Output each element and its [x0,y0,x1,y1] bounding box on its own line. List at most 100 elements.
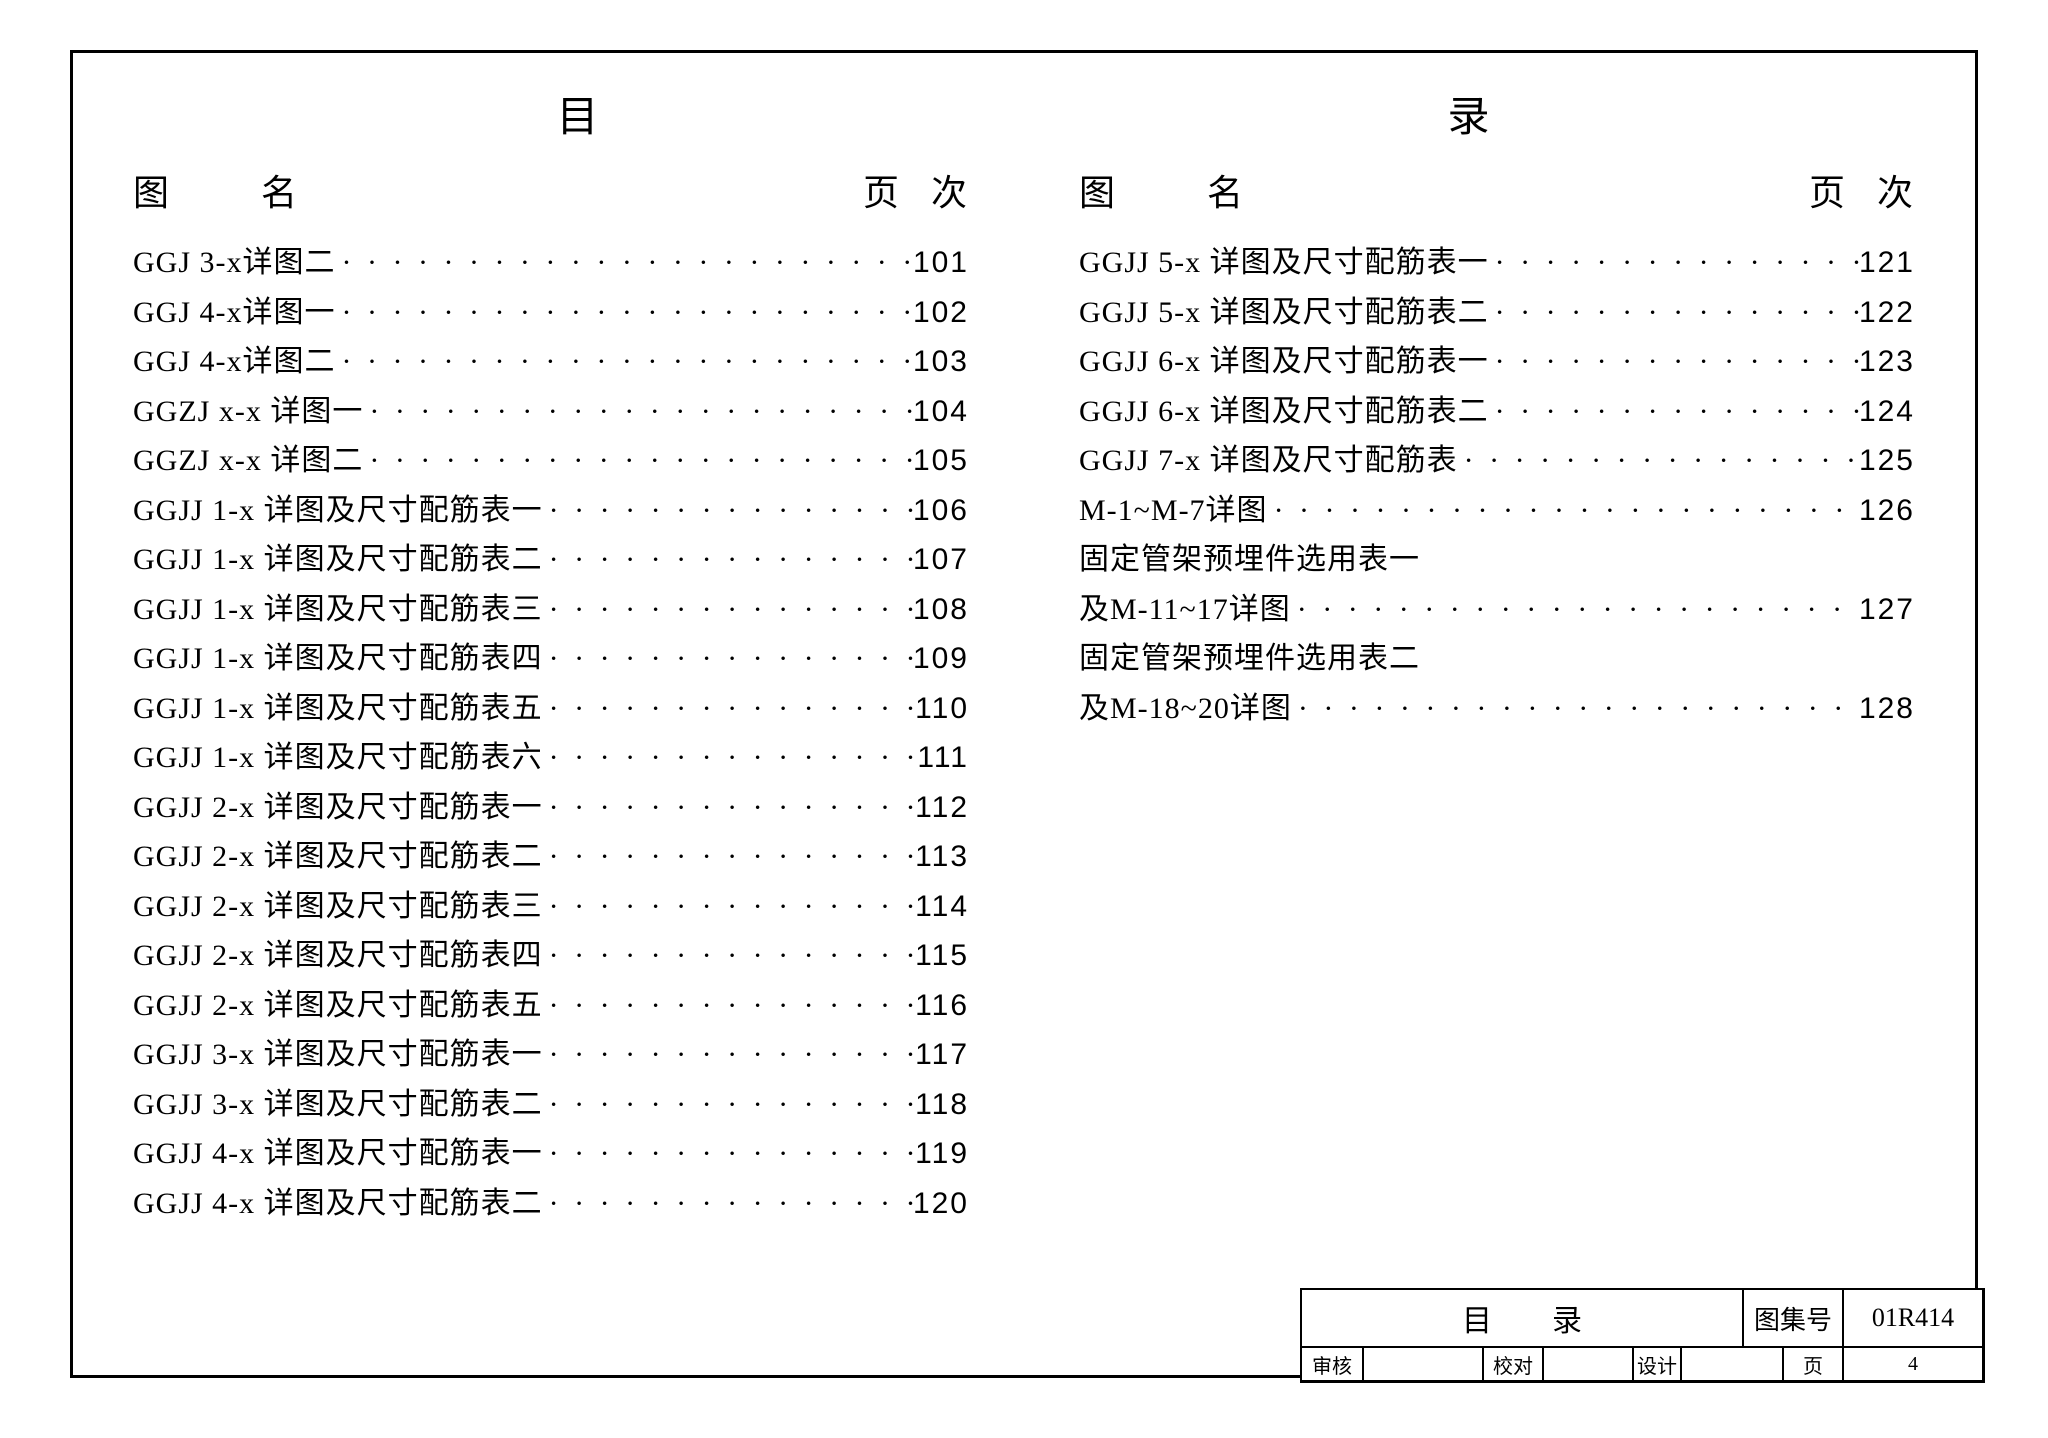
titleblock-code-label: 图集号 [1742,1290,1842,1346]
column-header: 图 名 页 次 [1079,164,1915,216]
toc-entry-label: 固定管架预埋件选用表二 [1079,634,1420,684]
toc-entry-label: GGJJ 2-x 详图及尺寸配筋表五 [133,981,543,1031]
toc-leader-dots: · · · · · · · · · · · · · · · · · · · · … [543,1129,916,1179]
toc-leader-dots: · · · · · · · · · · · · · · · · · · · · … [543,486,913,536]
toc-entry-label: GGJ 3-x详图二 [133,238,336,288]
toc-entry: 及M-18~20详图· · · · · · · · · · · · · · · … [1079,684,1915,734]
toc-entry-label: GGJJ 1-x 详图及尺寸配筋表一 [133,486,543,536]
toc-entry-label: GGJJ 1-x 详图及尺寸配筋表五 [133,684,543,734]
toc-leader-dots: · · · · · · · · · · · · · · · · · · · · … [543,1179,913,1229]
toc-entry-label: GGZJ x-x 详图二 [133,436,363,486]
titleblock-code: 01R414 [1842,1290,1982,1346]
toc-entry-label: GGJJ 3-x 详图及尺寸配筋表二 [133,1080,543,1130]
toc-entry-label: GGJJ 4-x 详图及尺寸配筋表一 [133,1129,543,1179]
toc-entry-page: 105 [913,436,969,486]
toc-entry-page: 111 [917,733,969,783]
toc-entry: GGJJ 3-x 详图及尺寸配筋表一· · · · · · · · · · · … [133,1030,969,1080]
toc-entry: GGJJ 7-x 详图及尺寸配筋表· · · · · · · · · · · ·… [1079,436,1915,486]
toc-entry-page: 125 [1859,436,1915,486]
toc-entry-page: 114 [915,882,969,932]
toc-leader-dots: · · · · · · · · · · · · · · · · · · · · … [543,585,913,635]
document-title: 目 录 [133,83,1915,144]
toc-entry-label: 固定管架预埋件选用表一 [1079,535,1420,585]
toc-entry-page: 117 [915,1030,969,1080]
toc-entry-page: 108 [913,585,969,635]
toc-entry-page: 127 [1859,585,1915,635]
toc-entry: GGJ 4-x详图二· · · · · · · · · · · · · · · … [133,337,969,387]
toc-leader-dots: · · · · · · · · · · · · · · · · · · · · … [543,1080,916,1130]
toc-entry: GGZJ x-x 详图二· · · · · · · · · · · · · · … [133,436,969,486]
toc-entry: M-1~M-7详图· · · · · · · · · · · · · · · ·… [1079,486,1915,536]
toc-entry: GGJJ 6-x 详图及尺寸配筋表二· · · · · · · · · · · … [1079,387,1915,437]
column-header: 图 名 页 次 [133,164,969,216]
toc-entry: GGJJ 1-x 详图及尺寸配筋表二· · · · · · · · · · · … [133,535,969,585]
toc-entry-label: GGJ 4-x详图二 [133,337,336,387]
toc-entry-label: GGJJ 6-x 详图及尺寸配筋表一 [1079,337,1489,387]
toc-entry-page: 116 [915,981,969,1031]
titleblock-review-label: 审核 [1302,1348,1362,1380]
titleblock-title: 目录 [1302,1290,1742,1346]
toc-entry-label: GGJJ 6-x 详图及尺寸配筋表二 [1079,387,1489,437]
toc-column-left: 图 名 页 次 GGJ 3-x详图二· · · · · · · · · · · … [133,164,969,1228]
toc-list-left: GGJ 3-x详图二· · · · · · · · · · · · · · · … [133,238,969,1228]
toc-entry: GGJJ 4-x 详图及尺寸配筋表一· · · · · · · · · · · … [133,1129,969,1179]
toc-leader-dots: · · · · · · · · · · · · · · · · · · · · … [543,535,913,585]
toc-entry-label: GGJJ 5-x 详图及尺寸配筋表一 [1079,238,1489,288]
toc-entry-label: GGZJ x-x 详图一 [133,387,363,437]
toc-entry-label: GGJJ 1-x 详图及尺寸配筋表四 [133,634,543,684]
toc-entry: GGJJ 5-x 详图及尺寸配筋表一· · · · · · · · · · · … [1079,238,1915,288]
toc-entry: GGJJ 1-x 详图及尺寸配筋表一· · · · · · · · · · · … [133,486,969,536]
toc-entry-label: GGJJ 1-x 详图及尺寸配筋表三 [133,585,543,635]
toc-entry-page: 112 [915,783,969,833]
toc-entry-page: 102 [913,288,969,338]
header-ming: 名 [261,164,299,216]
toc-entry-page: 115 [915,931,969,981]
toc-entry-page: 106 [913,486,969,536]
titleblock-check-label: 校对 [1482,1348,1542,1380]
toc-entry-page: 103 [913,337,969,387]
title-char-left: 目 [556,83,600,144]
toc-entry: GGJJ 2-x 详图及尺寸配筋表二· · · · · · · · · · · … [133,832,969,882]
toc-entry-page: 109 [913,634,969,684]
toc-entry-page: 126 [1859,486,1915,536]
toc-leader-dots: · · · · · · · · · · · · · · · · · · · · … [1489,288,1859,338]
toc-entry-label: GGJJ 1-x 详图及尺寸配筋表六 [133,733,543,783]
toc-columns: 图 名 页 次 GGJ 3-x详图二· · · · · · · · · · · … [133,164,1915,1228]
toc-entry: GGJJ 2-x 详图及尺寸配筋表一· · · · · · · · · · · … [133,783,969,833]
toc-leader-dots: · · · · · · · · · · · · · · · · · · · · … [543,981,916,1031]
toc-entry-label: GGJJ 5-x 详图及尺寸配筋表二 [1079,288,1489,338]
toc-entry-page: 122 [1859,288,1915,338]
header-tu: 图 [133,164,171,216]
toc-entry-label: 及M-18~20详图 [1079,684,1292,734]
toc-entry-label: GGJJ 2-x 详图及尺寸配筋表一 [133,783,543,833]
toc-leader-dots: · · · · · · · · · · · · · · · · · · · · … [1291,585,1859,635]
titleblock-design-value [1680,1348,1782,1380]
toc-entry: GGJJ 1-x 详图及尺寸配筋表五· · · · · · · · · · · … [133,684,969,734]
toc-entry: GGJJ 1-x 详图及尺寸配筋表六· · · · · · · · · · · … [133,733,969,783]
toc-entry: GGJ 4-x详图一· · · · · · · · · · · · · · · … [133,288,969,338]
toc-entry: GGJJ 1-x 详图及尺寸配筋表三· · · · · · · · · · · … [133,585,969,635]
toc-leader-dots: · · · · · · · · · · · · · · · · · · · · … [336,288,913,338]
titleblock-design-label: 设计 [1632,1348,1680,1380]
toc-leader-dots: · · · · · · · · · · · · · · · · · · · · … [543,684,916,734]
toc-entry-label: GGJJ 1-x 详图及尺寸配筋表二 [133,535,543,585]
toc-entry: GGZJ x-x 详图一· · · · · · · · · · · · · · … [133,387,969,437]
toc-entry-label: GGJJ 2-x 详图及尺寸配筋表三 [133,882,543,932]
toc-leader-dots: · · · · · · · · · · · · · · · · · · · · … [363,387,913,437]
toc-entry-page: 113 [915,832,969,882]
toc-entry: GGJJ 5-x 详图及尺寸配筋表二· · · · · · · · · · · … [1079,288,1915,338]
toc-entry: GGJ 3-x详图二· · · · · · · · · · · · · · · … [133,238,969,288]
toc-entry-label: GGJJ 2-x 详图及尺寸配筋表二 [133,832,543,882]
toc-leader-dots: · · · · · · · · · · · · · · · · · · · · … [543,931,916,981]
header-ye: 页 [863,164,901,216]
toc-leader-dots: · · · · · · · · · · · · · · · · · · · · … [336,238,913,288]
toc-entry-page: 128 [1859,684,1915,734]
toc-entry-label: GGJJ 3-x 详图及尺寸配筋表一 [133,1030,543,1080]
toc-entry: GGJJ 3-x 详图及尺寸配筋表二· · · · · · · · · · · … [133,1080,969,1130]
toc-entry: GGJJ 2-x 详图及尺寸配筋表四· · · · · · · · · · · … [133,931,969,981]
toc-leader-dots: · · · · · · · · · · · · · · · · · · · · … [543,832,916,882]
titleblock-page-value: 4 [1842,1348,1982,1380]
toc-entry: 固定管架预埋件选用表一· · · · · · · · · · · · · · ·… [1079,535,1915,585]
toc-entry-page: 101 [913,238,969,288]
toc-entry: GGJJ 4-x 详图及尺寸配筋表二· · · · · · · · · · · … [133,1179,969,1229]
